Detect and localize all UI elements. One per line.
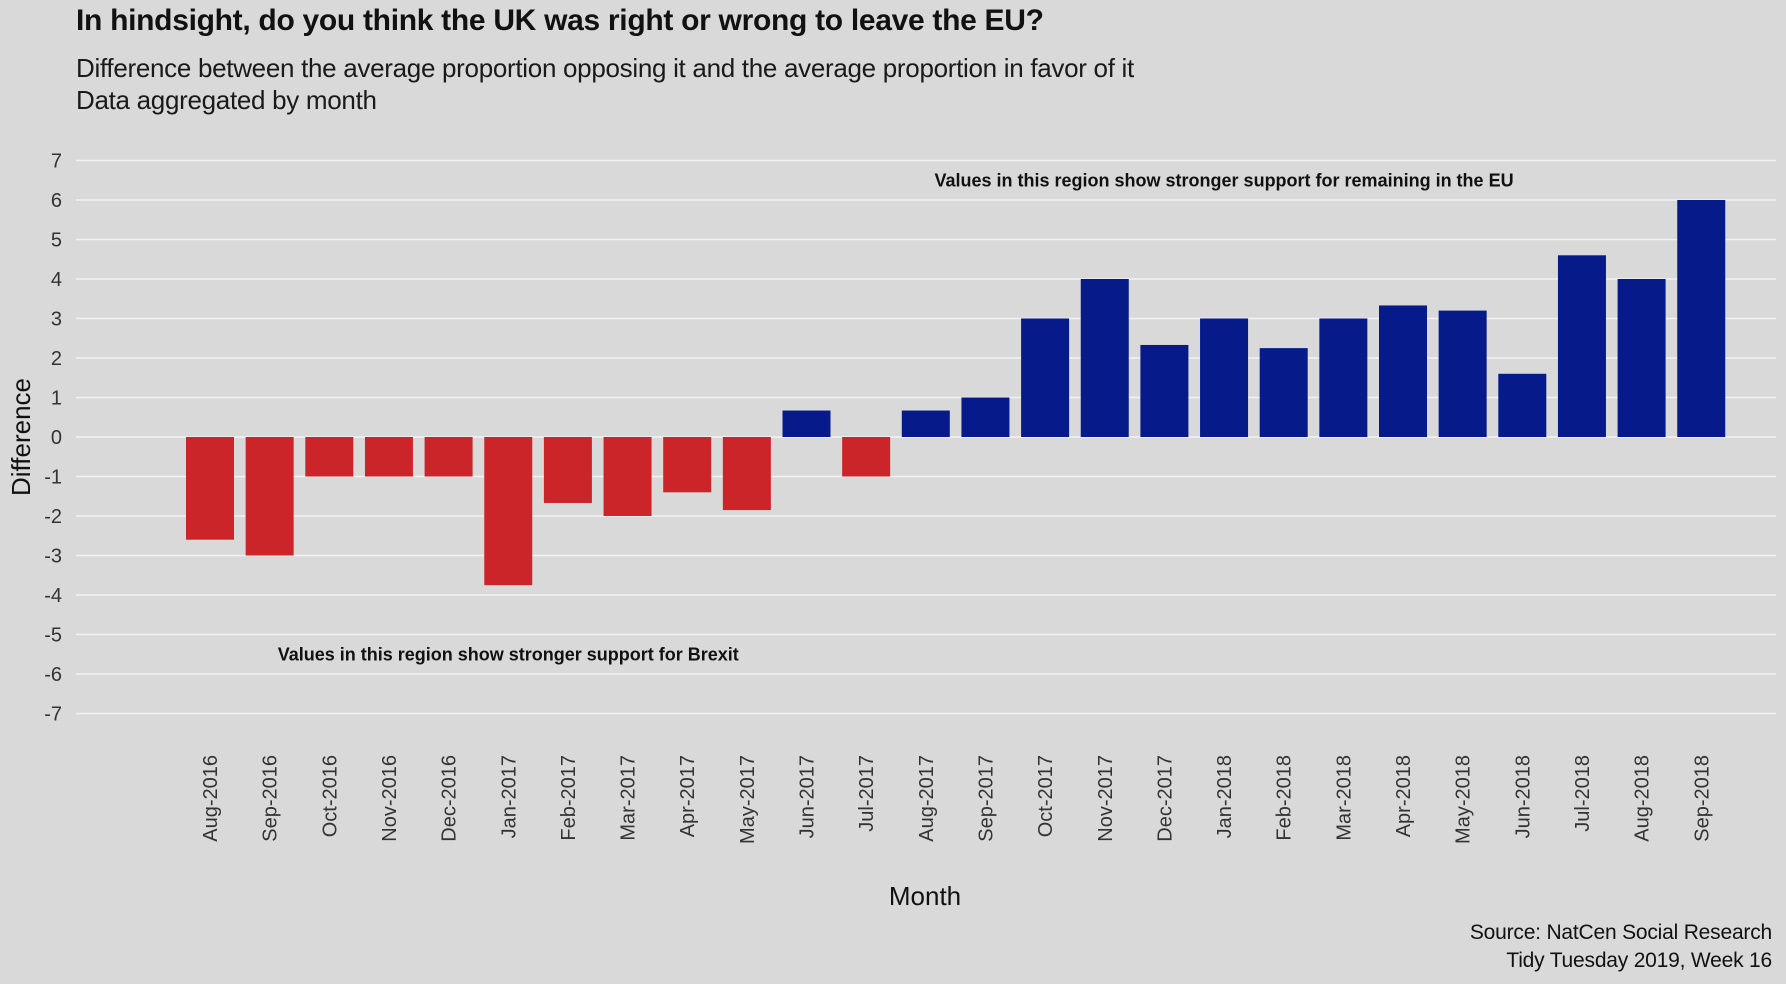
bar-jul-2017 — [842, 437, 891, 477]
subtitle-line-2: Data aggregated by month — [76, 85, 377, 115]
x-tick-labels: Aug-2016 Sep-2016 Oct-2016 Nov-2016 Dec-2016… — [200, 755, 1713, 844]
y-tick-label: -2 — [44, 506, 62, 528]
bar-apr-2017 — [663, 437, 712, 493]
chart-caption: Source: NatCen Social Research Tidy Tues… — [1470, 919, 1772, 975]
y-tick-label: 1 — [51, 388, 62, 410]
bar-dec-2017 — [1140, 344, 1189, 437]
y-axis-title: Difference — [6, 378, 36, 496]
x-tick-label: Sep-2018 — [1691, 755, 1713, 842]
caption-credit: Tidy Tuesday 2019, Week 16 — [1506, 949, 1772, 972]
bar-feb-2018 — [1259, 348, 1308, 437]
bar-may-2018 — [1438, 310, 1487, 437]
x-tick-label: Jul-2017 — [856, 755, 878, 832]
chart-title: In hindsight, do you think the UK was ri… — [76, 4, 1044, 37]
x-tick-label: Dec-2017 — [1154, 755, 1176, 842]
x-tick-label: May-2018 — [1453, 755, 1475, 844]
y-tick-label: 5 — [51, 230, 62, 252]
y-tick-label: -4 — [44, 585, 62, 607]
y-tick-label: -3 — [44, 546, 62, 568]
x-tick-label: Jan-2017 — [498, 755, 520, 838]
x-tick-label: Jul-2018 — [1572, 755, 1594, 832]
bar-nov-2017 — [1080, 279, 1129, 437]
chart-subtitle: Difference between the average proportio… — [76, 52, 1134, 116]
x-tick-label: Apr-2018 — [1393, 755, 1415, 837]
x-tick-label: Nov-2016 — [379, 755, 401, 842]
x-tick-label: Oct-2017 — [1035, 755, 1057, 837]
x-tick-label: Feb-2018 — [1274, 755, 1296, 841]
y-tick-label: -5 — [44, 625, 62, 647]
y-tick-label: 3 — [51, 309, 62, 331]
y-tick-label: 6 — [51, 190, 62, 212]
bars — [186, 200, 1726, 586]
x-tick-label: Aug-2017 — [916, 755, 938, 842]
x-tick-label: May-2017 — [737, 755, 759, 844]
x-tick-label: Sep-2016 — [260, 755, 282, 842]
annotation-1: Values in this region show stronger supp… — [935, 170, 1514, 190]
y-tick-label: 4 — [51, 269, 62, 291]
x-tick-label: Feb-2017 — [558, 755, 580, 841]
bar-jun-2018 — [1498, 373, 1547, 437]
x-tick-label: Jun-2017 — [797, 755, 819, 838]
x-tick-label: Jun-2018 — [1512, 755, 1534, 838]
bar-aug-2016 — [186, 437, 234, 540]
caption-source: Source: NatCen Social Research — [1469, 921, 1772, 944]
bar-aug-2018 — [1617, 279, 1666, 437]
x-tick-label: Aug-2018 — [1632, 755, 1654, 842]
bar-jul-2018 — [1557, 255, 1606, 437]
y-tick-label: -7 — [44, 704, 62, 726]
annotation-2: Values in this region show stronger supp… — [278, 644, 739, 664]
x-tick-label: Apr-2017 — [677, 755, 699, 837]
bar-apr-2018 — [1379, 305, 1427, 437]
bar-jan-2017 — [484, 437, 533, 586]
x-axis-title: Month — [889, 881, 961, 911]
bar-feb-2017 — [543, 437, 592, 503]
y-tick-label: -1 — [44, 467, 62, 489]
x-tick-label: Aug-2016 — [200, 755, 222, 842]
y-tick-label: 0 — [51, 427, 62, 449]
y-tick-label: 7 — [51, 151, 62, 173]
bar-aug-2017 — [901, 410, 950, 437]
bar-may-2017 — [722, 437, 771, 511]
x-tick-label: Nov-2017 — [1095, 755, 1117, 842]
x-tick-label: Dec-2016 — [439, 755, 461, 842]
bar-sep-2018 — [1677, 200, 1726, 437]
bar-mar-2017 — [603, 437, 652, 516]
x-tick-label: Mar-2017 — [618, 755, 640, 841]
bar-sep-2017 — [961, 397, 1010, 437]
y-tick-labels: 7 6 5 4 3 2 1 0 -1 -2 -3 -4 -5 -6 -7 — [44, 151, 62, 726]
annotations: Values in this region show stronger supp… — [278, 170, 1514, 664]
x-tick-label: Oct-2016 — [319, 755, 341, 837]
x-tick-label: Sep-2017 — [975, 755, 997, 842]
bar-jan-2018 — [1200, 318, 1249, 437]
subtitle-line-1: Difference between the average proportio… — [76, 53, 1134, 83]
bar-jun-2017 — [782, 410, 831, 437]
bar-nov-2016 — [364, 437, 413, 477]
x-tick-label: Jan-2018 — [1214, 755, 1236, 838]
y-tick-label: -6 — [44, 664, 62, 686]
x-tick-label: Mar-2018 — [1333, 755, 1355, 841]
bar-oct-2017 — [1021, 318, 1070, 437]
bar-oct-2016 — [305, 437, 354, 477]
bar-dec-2016 — [424, 437, 473, 477]
y-tick-label: 2 — [51, 348, 62, 370]
bar-sep-2016 — [245, 437, 294, 556]
bar-mar-2018 — [1319, 318, 1368, 437]
grid-lines — [76, 159, 1776, 715]
